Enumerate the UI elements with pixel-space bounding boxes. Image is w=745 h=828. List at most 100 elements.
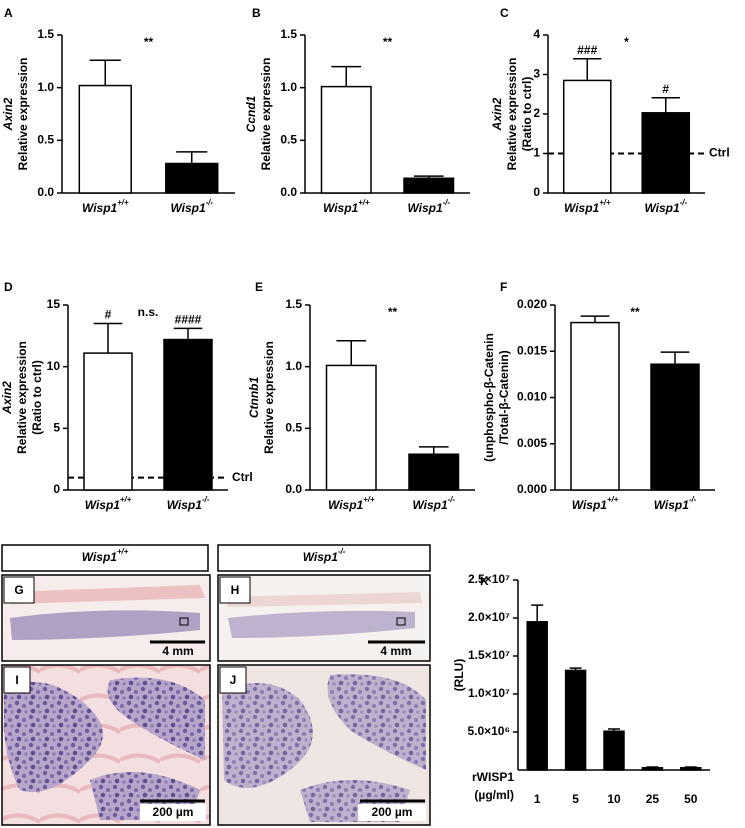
bar-annotation: # [662,82,669,96]
y-axis-label: (RLU) [452,659,466,692]
error-bar [651,97,680,113]
y-tick-label: 1.0 [285,359,302,373]
tissue [107,677,205,760]
bar [650,363,700,491]
x-tick-label: Wisp1+/+ [323,198,370,215]
y-axis-label: Axin2 [1,97,15,131]
significance: ** [630,305,640,319]
y-tick-label: 0.5 [37,133,54,147]
y-tick-label: 2.5×10⁷ [468,572,510,586]
x-tick-label: Wisp1-/- [644,198,687,215]
label-box [219,576,251,604]
panel-label: I [15,673,18,687]
inset-box [179,617,189,626]
y-axis-label: Ccnd1 [244,95,258,132]
panel-label: G [14,583,23,597]
y-tick-label: 0.5 [285,421,302,435]
y-axis-label: Relative expression [262,341,276,454]
y-axis-label: Relative expression [15,341,29,454]
label-box [3,576,35,604]
significance: * [624,35,629,49]
bar-annotation: # [105,308,112,322]
y-tick-label: 0.5 [280,133,297,147]
bar [320,85,372,194]
y-tick-label: 1.5 [285,297,302,311]
tissue [327,674,426,770]
y-tick-label: 1.5 [37,27,54,41]
y-tick-label: 0.0 [280,185,297,199]
y-axis-label: Axin2 [0,381,14,415]
y-tick-label: 1.0 [280,80,297,94]
panel-label: J [230,673,237,687]
y-axis-label: /Total-β-Catenin) [497,350,511,444]
error-bar [580,315,610,323]
scale-label: 4 mm [162,644,193,658]
bar [83,352,133,491]
panel-label: D [4,280,13,294]
reference-label: Ctrl [232,470,253,484]
y-tick-label: 15 [47,297,61,311]
y-tick-label: 0.0 [37,185,54,199]
panel-label: F [500,280,507,294]
x-tick-label: Wisp1-/- [167,495,210,512]
x-tick-label: Wisp1-/- [170,198,213,215]
bar [408,453,460,491]
y-tick-label: 2.0×10⁷ [468,610,510,624]
histology: Wisp1+/+ Wisp1-/- 4 mm G 4 mm H 200 µm I [1,544,431,826]
tissue [225,592,422,607]
x-tick-label: Wisp1-/- [407,198,450,215]
y-tick-label: 5.0×10⁶ [467,724,510,738]
bar-annotation: #### [175,313,202,327]
column-header: Wisp1+/+ [82,547,129,564]
bar [78,84,132,194]
x-tick-label: 10 [607,792,621,806]
panel-label: C [500,6,509,20]
x-tick-label: Wisp1+/+ [85,495,132,512]
error-bar [176,151,208,164]
y-axis-label: Relative expression [505,58,519,171]
error-bar [93,322,123,354]
y-tick-label: 0.010 [517,390,547,404]
x-tick-label: Wisp1+/+ [572,495,619,512]
panel-label: K [480,574,489,588]
scale-label: 200 µm [153,805,194,819]
y-tick-label: 1.0 [37,80,54,94]
y-tick-label: 1.5×10⁷ [468,648,510,662]
y-tick-label: 0.000 [517,482,547,496]
y-tick-label: 1.5 [280,27,297,41]
y-tick-label: 2 [533,106,540,120]
bar [564,669,587,771]
y-tick-label: 0.015 [517,343,547,357]
significance: ** [388,305,398,319]
tissue [228,610,415,638]
bar [526,621,548,771]
panel-label: B [252,6,261,20]
error-bar [89,59,121,86]
bar [603,730,625,771]
y-tick-label: 0 [53,482,60,496]
x-tick-label: 5 [572,792,579,806]
x-axis-label: rWISP1 [472,770,514,784]
error-bar [336,340,367,366]
error-bar [331,65,362,87]
significance: ** [383,35,393,49]
panel-label: E [255,280,263,294]
y-tick-label: 0.020 [517,297,547,311]
error-bar [660,351,690,365]
reference-label: Ctrl [709,146,730,160]
label-box [358,804,426,821]
error-bar [173,327,203,340]
x-axis-label: (µg/ml) [474,788,514,802]
header-box [217,544,431,572]
error-bar [418,446,449,455]
x-tick-label: Wisp1+/+ [328,495,375,512]
y-tick-label: 5 [53,421,60,435]
tissue [8,585,205,604]
y-tick-label: 4 [533,27,540,41]
bar [562,79,612,194]
tissue [222,682,313,788]
y-axis-label: (Ratio to ctrl) [520,77,534,152]
bar [570,321,620,491]
panel-label: H [231,583,240,597]
